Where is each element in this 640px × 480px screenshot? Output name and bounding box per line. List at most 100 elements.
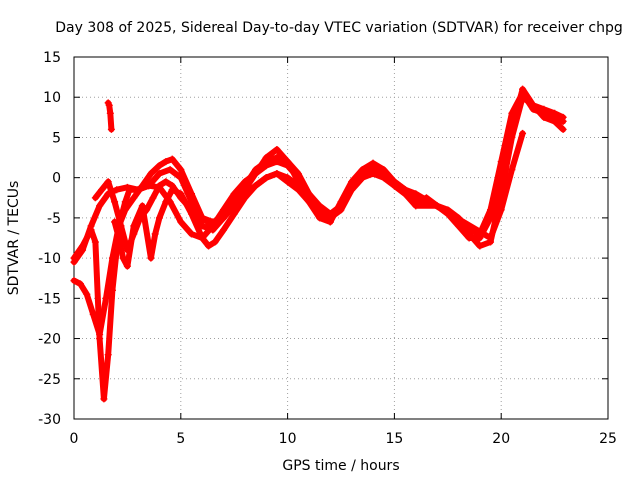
data-point <box>177 174 185 182</box>
data-point <box>105 101 113 109</box>
data-point <box>79 242 87 250</box>
series-track-5 <box>111 170 334 270</box>
data-point <box>177 218 185 226</box>
data-point <box>305 198 313 206</box>
data-point <box>126 186 134 194</box>
data-point <box>168 155 176 163</box>
data-point <box>149 194 157 202</box>
data-point <box>294 186 302 194</box>
data-point <box>294 170 302 178</box>
data-point <box>316 210 324 218</box>
data-point <box>497 174 505 182</box>
x-tick-label: 0 <box>70 431 79 447</box>
data-point <box>209 226 217 234</box>
data-point <box>487 214 495 222</box>
y-tick-label: 15 <box>43 50 61 66</box>
data-point <box>316 202 324 210</box>
data-point <box>113 186 121 194</box>
y-tick-label: 10 <box>43 90 61 106</box>
data-point <box>155 182 163 190</box>
chart-title: Day 308 of 2025, Sidereal Day-to-day VTE… <box>55 20 623 36</box>
data-point <box>198 234 206 242</box>
data-point <box>76 280 84 288</box>
data-point <box>100 395 108 403</box>
data-point <box>465 234 473 242</box>
data-point <box>147 254 155 262</box>
data-point <box>107 125 115 133</box>
x-tick-label: 25 <box>599 431 617 447</box>
data-point <box>166 166 174 174</box>
data-point <box>91 238 99 246</box>
data-point <box>559 125 567 133</box>
data-point <box>123 262 131 270</box>
data-point <box>519 129 527 137</box>
data-point <box>91 194 99 202</box>
data-point <box>87 226 95 234</box>
data-point <box>145 182 153 190</box>
data-point <box>241 182 249 190</box>
data-point <box>230 210 238 218</box>
x-tick-label: 15 <box>385 431 403 447</box>
data-point <box>326 218 334 226</box>
y-tick-label: -25 <box>38 372 61 388</box>
data-point <box>220 214 228 222</box>
x-tick-label: 5 <box>176 431 185 447</box>
y-tick-label: 0 <box>52 171 61 187</box>
data-point <box>155 170 163 178</box>
data-point <box>130 222 138 230</box>
data-point <box>70 254 78 262</box>
data-point <box>390 178 398 186</box>
y-tick-label: -20 <box>38 332 61 348</box>
data-point <box>284 178 292 186</box>
data-point <box>104 351 112 359</box>
data-point <box>70 277 78 285</box>
data-point <box>559 113 567 121</box>
y-tick-label: -5 <box>47 211 61 227</box>
data-point <box>337 202 345 210</box>
data-point <box>412 202 420 210</box>
data-point <box>155 162 163 170</box>
data-point <box>211 238 219 246</box>
x-axis: 0 5 10 15 20 25 <box>70 57 617 447</box>
x-tick-label: 20 <box>492 431 510 447</box>
y-tick-label: 5 <box>52 130 61 146</box>
data-point <box>111 218 119 226</box>
data-point <box>252 182 260 190</box>
data-point <box>369 167 377 175</box>
data-point <box>551 109 559 117</box>
data-point <box>96 202 104 210</box>
y-tick-label: -10 <box>38 251 61 267</box>
data-point <box>220 226 228 234</box>
data-point <box>401 186 409 194</box>
data-point <box>106 109 114 117</box>
data-point <box>284 158 292 166</box>
y-tick-label: -15 <box>38 291 61 307</box>
data-point <box>454 222 462 230</box>
data-point <box>151 230 159 238</box>
data-point <box>497 206 505 214</box>
x-axis-label: GPS time / hours <box>282 458 399 474</box>
data-point <box>476 242 484 250</box>
data-point <box>252 166 260 174</box>
data-point <box>147 170 155 178</box>
data-point <box>273 170 281 178</box>
data-point <box>273 146 281 154</box>
y-tick-label: -30 <box>38 412 61 428</box>
data-point <box>358 166 366 174</box>
data-point <box>187 210 195 218</box>
data-point <box>108 286 116 294</box>
data-point <box>155 214 163 222</box>
data-point <box>98 186 106 194</box>
data-point <box>205 242 213 250</box>
data-point <box>121 198 129 206</box>
data-point <box>348 178 356 186</box>
series-group <box>70 85 567 403</box>
data-point <box>529 101 537 109</box>
data-point <box>358 174 366 182</box>
data-point <box>119 254 127 262</box>
data-point <box>162 178 170 186</box>
data-point <box>262 174 270 182</box>
data-point <box>83 290 91 298</box>
data-point <box>177 166 185 174</box>
